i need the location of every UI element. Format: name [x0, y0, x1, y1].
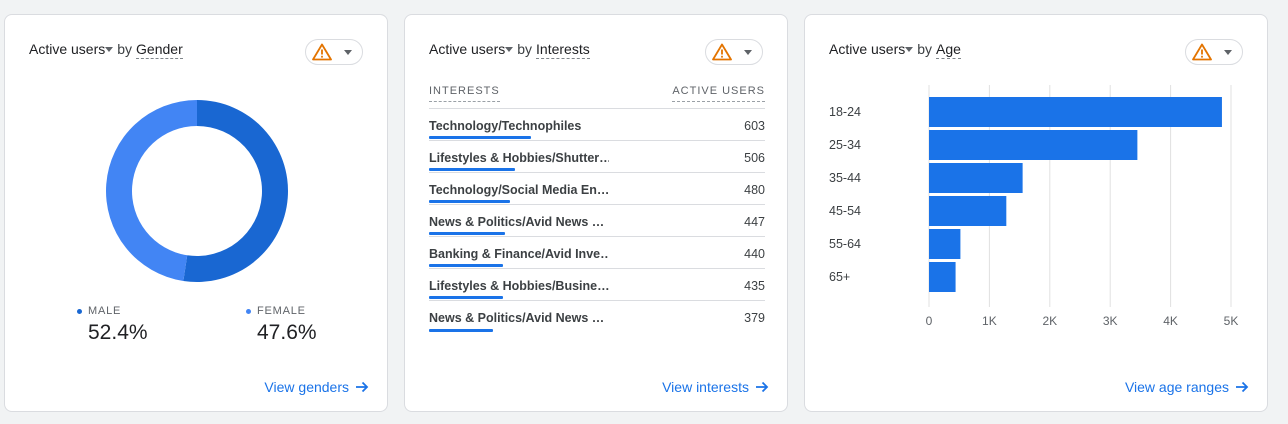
- arrow-right-icon: [756, 381, 769, 393]
- table-row[interactable]: Lifestyles & Hobbies/Busine… 435: [429, 269, 765, 301]
- view-age-ranges-link[interactable]: View age ranges: [1125, 379, 1249, 395]
- interest-value: 379: [744, 311, 765, 325]
- metric-selector[interactable]: Active users: [829, 41, 906, 57]
- metric-dropdown-icon[interactable]: [905, 46, 914, 52]
- age-bar[interactable]: [929, 130, 1138, 160]
- data-quality-button[interactable]: [705, 39, 763, 65]
- interest-name: News & Politics/Avid News …: [429, 311, 605, 325]
- legend-female: FEMALE 47.6%: [246, 305, 317, 345]
- interest-value: 435: [744, 279, 765, 293]
- table-row[interactable]: News & Politics/Avid News … 379: [429, 301, 765, 333]
- legend-female-label: FEMALE: [257, 305, 306, 317]
- x-tick-label: 0: [926, 314, 933, 328]
- interests-card: Active users by Interests INTERESTS ACTIVE…: [404, 14, 788, 412]
- donut-slice-female[interactable]: [106, 100, 197, 281]
- interests-table: INTERESTS ACTIVE USERS Technology/Techno…: [429, 85, 765, 333]
- table-row[interactable]: Technology/Social Media En… 480: [429, 173, 765, 205]
- category-label: 55-64: [829, 237, 861, 251]
- interest-value-bar: [429, 136, 531, 139]
- age-bar[interactable]: [929, 97, 1222, 127]
- data-quality-button[interactable]: [1185, 39, 1243, 65]
- warning-icon: [1192, 43, 1212, 61]
- title-by: by: [517, 41, 533, 57]
- category-label: 18-24: [829, 105, 861, 119]
- category-label: 25-34: [829, 138, 861, 152]
- chevron-down-icon: [1224, 50, 1232, 55]
- arrow-right-icon: [356, 381, 369, 393]
- gender-card: Active users by Gender MALE 52.4% FEMALE 4…: [4, 14, 388, 412]
- table-row[interactable]: Technology/Technophiles 603: [429, 109, 765, 141]
- interest-value-bar: [429, 329, 494, 332]
- interest-value-bar: [429, 200, 511, 203]
- metric-dropdown-icon[interactable]: [505, 46, 514, 52]
- table-row[interactable]: Banking & Finance/Avid Inve… 440: [429, 237, 765, 269]
- interest-name: Lifestyles & Hobbies/Busine…: [429, 279, 609, 293]
- arrow-right-icon: [1236, 381, 1249, 393]
- age-bar-chart: 0 1K 2K 3K 4K 5K 18-24 25-34 35-44 45-54 55-64 65+: [829, 85, 1239, 328]
- male-dot-icon: [77, 308, 82, 314]
- interest-value: 603: [744, 119, 765, 133]
- gender-donut-chart: [106, 100, 289, 282]
- table-header: INTERESTS ACTIVE USERS: [429, 85, 765, 109]
- x-tick-label: 1K: [982, 314, 997, 328]
- donut-slice-male[interactable]: [183, 100, 289, 282]
- interest-value-bar: [429, 168, 515, 171]
- warning-icon: [312, 43, 332, 61]
- interest-value: 480: [744, 183, 765, 197]
- age-bar[interactable]: [929, 229, 961, 259]
- interest-name: News & Politics/Avid News …: [429, 215, 605, 229]
- x-tick-label: 5K: [1224, 314, 1239, 328]
- view-genders-link[interactable]: View genders: [264, 379, 369, 395]
- title-by: by: [117, 41, 133, 57]
- legend-female-value: 47.6%: [257, 321, 317, 344]
- card-title: Active users by Interests: [429, 41, 590, 59]
- interest-name: Technology/Social Media En…: [429, 183, 609, 197]
- view-interests-label: View interests: [662, 379, 749, 395]
- age-card: Active users by Age 0 1K 2K 3K 4K 5K 18-24 25-34 3…: [804, 14, 1268, 412]
- table-row[interactable]: News & Politics/Avid News … 447: [429, 205, 765, 237]
- table-row[interactable]: Lifestyles & Hobbies/Shutter… 506: [429, 141, 765, 173]
- dimension-label[interactable]: Age: [936, 41, 961, 59]
- view-genders-label: View genders: [264, 379, 349, 395]
- metric-dropdown-icon[interactable]: [105, 46, 114, 52]
- data-quality-button[interactable]: [305, 39, 363, 65]
- category-label: 65+: [829, 270, 850, 284]
- metric-selector[interactable]: Active users: [429, 41, 506, 57]
- chevron-down-icon: [744, 50, 752, 55]
- interest-value-bar: [429, 296, 503, 299]
- warning-icon: [712, 43, 732, 61]
- x-tick-label: 4K: [1163, 314, 1178, 328]
- dimension-label[interactable]: Interests: [536, 41, 590, 59]
- legend-male-value: 52.4%: [88, 321, 148, 344]
- interest-value-bar: [429, 232, 505, 235]
- interest-value: 506: [744, 151, 765, 165]
- x-tick-label: 3K: [1103, 314, 1118, 328]
- card-title: Active users by Age: [829, 41, 961, 59]
- interest-value: 447: [744, 215, 765, 229]
- age-bar[interactable]: [929, 196, 1007, 226]
- column-interests[interactable]: INTERESTS: [429, 85, 500, 102]
- category-label: 35-44: [829, 171, 861, 185]
- x-tick-label: 2K: [1042, 314, 1057, 328]
- interest-name: Banking & Finance/Avid Inve…: [429, 247, 609, 261]
- interest-value: 440: [744, 247, 765, 261]
- legend-male: MALE 52.4%: [77, 305, 148, 345]
- column-active-users[interactable]: ACTIVE USERS: [672, 85, 765, 102]
- view-age-ranges-label: View age ranges: [1124, 379, 1229, 395]
- age-bar[interactable]: [929, 163, 1023, 193]
- view-interests-link[interactable]: View interests: [662, 379, 769, 395]
- metric-selector[interactable]: Active users: [29, 41, 106, 57]
- age-bar[interactable]: [929, 262, 956, 292]
- category-label: 45-54: [829, 204, 861, 218]
- chevron-down-icon: [344, 50, 352, 55]
- title-by: by: [917, 41, 933, 57]
- interest-name: Technology/Technophiles: [429, 119, 582, 133]
- interest-name: Lifestyles & Hobbies/Shutter…: [429, 151, 609, 165]
- card-title: Active users by Gender: [29, 41, 183, 59]
- female-dot-icon: [246, 308, 251, 314]
- interest-value-bar: [429, 264, 504, 267]
- legend-male-label: MALE: [88, 305, 122, 317]
- dimension-label[interactable]: Gender: [136, 41, 183, 59]
